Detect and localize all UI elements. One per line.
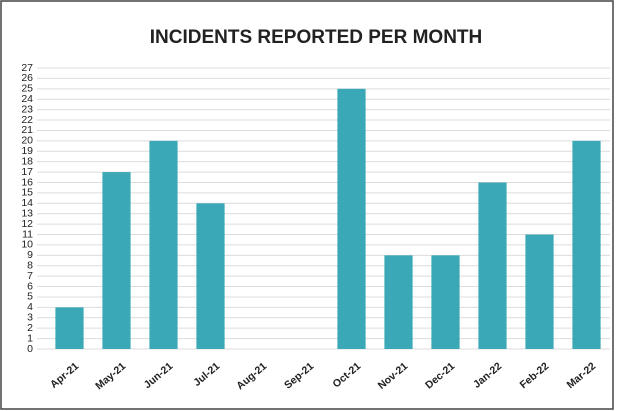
y-tick-label: 26 <box>21 72 33 84</box>
y-tick-label: 6 <box>27 280 33 292</box>
y-tick-label: 12 <box>21 218 33 230</box>
y-tick-label: 1 <box>27 332 33 344</box>
y-tick-label: 13 <box>21 207 33 219</box>
y-tick-label: 0 <box>27 343 33 355</box>
y-tick-label: 5 <box>27 291 33 303</box>
y-tick-label: 16 <box>21 176 33 188</box>
bar <box>337 88 366 349</box>
y-tick-label: 23 <box>21 103 33 115</box>
y-tick-label: 14 <box>21 197 33 209</box>
y-tick-label: 7 <box>27 270 33 282</box>
bar <box>478 182 507 349</box>
bar <box>196 203 225 349</box>
y-tick-label: 10 <box>21 239 33 251</box>
y-tick-label: 24 <box>21 93 33 105</box>
y-tick-label: 18 <box>21 155 33 167</box>
y-tick-label: 19 <box>21 145 33 157</box>
y-tick-label: 17 <box>21 166 33 178</box>
y-tick-label: 9 <box>27 249 33 261</box>
chart-title: INCIDENTS REPORTED PER MONTH <box>150 27 483 48</box>
y-tick-label: 3 <box>27 312 33 324</box>
y-tick-label: 21 <box>21 124 33 136</box>
bar <box>55 307 84 349</box>
bar <box>431 255 460 349</box>
y-tick-label: 8 <box>27 260 33 272</box>
y-tick-label: 2 <box>27 322 33 334</box>
y-tick-label: 4 <box>27 301 33 313</box>
bar <box>525 234 554 349</box>
y-tick-label: 11 <box>22 228 33 240</box>
bar <box>149 140 178 349</box>
y-tick-label: 15 <box>21 187 33 199</box>
bar <box>102 172 131 349</box>
y-tick-label: 27 <box>21 62 33 74</box>
y-tick-label: 25 <box>21 83 33 95</box>
y-tick-label: 22 <box>21 114 33 126</box>
y-tick-label: 20 <box>21 135 33 147</box>
bar <box>384 255 413 349</box>
bar <box>572 140 601 349</box>
